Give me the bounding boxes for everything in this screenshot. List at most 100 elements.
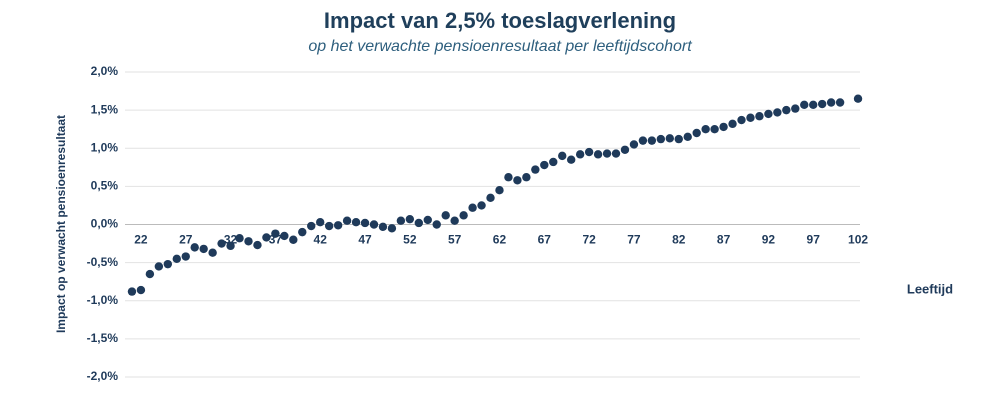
data-point — [235, 234, 244, 243]
data-point — [737, 115, 746, 125]
chart-subtitle: op het verwachte pensioenresultaat per l… — [308, 38, 692, 55]
data-point — [495, 185, 504, 195]
x-tick-label: 57 — [448, 233, 462, 247]
data-point — [432, 220, 441, 229]
data-point — [271, 229, 280, 238]
data-point — [172, 254, 181, 264]
data-point — [674, 134, 683, 144]
y-tick-label: 1,0% — [91, 140, 119, 154]
y-tick-label: 2,0% — [91, 64, 119, 78]
data-point — [459, 211, 468, 220]
data-point — [486, 193, 495, 203]
y-tick-label: -1,5% — [87, 331, 119, 345]
y-tick-label: 0,5% — [91, 179, 119, 193]
data-point — [683, 132, 692, 142]
data-point — [136, 285, 146, 295]
data-point — [638, 136, 648, 145]
data-point — [298, 227, 307, 237]
data-point — [289, 235, 298, 244]
data-point — [163, 259, 173, 269]
data-point — [692, 128, 701, 138]
data-point — [342, 216, 352, 225]
data-point — [764, 109, 773, 119]
data-point — [710, 124, 719, 134]
data-point — [280, 231, 289, 241]
data-point — [253, 240, 262, 250]
data-point — [540, 160, 549, 170]
data-point — [208, 248, 217, 257]
data-point — [450, 216, 459, 225]
data-point — [620, 145, 630, 154]
data-point — [217, 239, 226, 248]
data-point — [593, 150, 603, 159]
data-point — [316, 218, 325, 227]
data-point — [755, 112, 764, 121]
data-point — [701, 124, 710, 134]
x-tick-label: 67 — [538, 233, 552, 247]
data-point — [558, 151, 567, 161]
data-point — [378, 222, 388, 231]
data-point — [396, 216, 406, 225]
data-point — [504, 173, 513, 182]
data-point — [351, 218, 361, 227]
data-point — [809, 100, 818, 109]
data-point — [387, 224, 397, 233]
x-tick-label: 97 — [807, 233, 821, 247]
data-point — [244, 237, 253, 246]
y-tick-label: -1,0% — [87, 293, 119, 307]
x-tick-label: 32 — [224, 233, 238, 247]
data-point — [782, 105, 791, 115]
x-tick-label: 92 — [762, 233, 776, 247]
data-point — [817, 99, 827, 109]
data-point — [154, 262, 164, 271]
data-point — [262, 233, 271, 242]
data-point — [531, 165, 540, 174]
x-tick-label: 77 — [627, 233, 641, 247]
data-point — [145, 269, 155, 279]
data-point — [414, 218, 424, 228]
x-tick-label: 87 — [717, 233, 731, 247]
data-point — [369, 220, 379, 229]
data-point — [647, 136, 657, 145]
data-point — [611, 149, 621, 158]
x-axis-label: Leeftijd — [907, 281, 953, 296]
data-point — [423, 215, 432, 225]
data-point — [791, 104, 800, 113]
x-tick-label: 82 — [672, 233, 686, 247]
y-tick-label: 0,0% — [91, 217, 119, 231]
data-point — [575, 150, 585, 159]
data-point — [199, 244, 208, 254]
data-point — [746, 113, 755, 122]
x-tick-label: 27 — [179, 233, 193, 247]
x-tick-label: 102 — [848, 233, 868, 247]
x-tick-label: 47 — [358, 233, 372, 247]
data-point — [800, 100, 809, 109]
data-point — [307, 221, 316, 231]
data-point — [127, 287, 137, 296]
data-point — [853, 94, 863, 103]
data-point — [477, 201, 486, 210]
x-tick-label: 62 — [493, 233, 507, 247]
data-point — [324, 221, 334, 231]
y-tick-label: 1,5% — [91, 102, 119, 116]
data-point — [566, 155, 576, 164]
data-point — [656, 134, 666, 144]
data-point — [835, 98, 845, 107]
data-point — [728, 119, 737, 129]
data-point — [665, 134, 674, 143]
data-point — [629, 140, 639, 149]
data-point — [226, 241, 235, 251]
data-point — [190, 243, 199, 252]
data-point — [773, 108, 782, 117]
y-axis-label: Impact op verwacht pensioenresultaat — [54, 115, 68, 333]
data-point — [602, 149, 612, 158]
y-tick-label: -2,0% — [87, 369, 119, 383]
x-tick-label: 52 — [403, 233, 417, 247]
data-point — [468, 203, 477, 212]
data-point — [719, 122, 728, 132]
x-tick-label: 72 — [582, 233, 596, 247]
data-point — [181, 252, 190, 261]
data-point — [360, 218, 370, 228]
data-point — [549, 157, 558, 167]
